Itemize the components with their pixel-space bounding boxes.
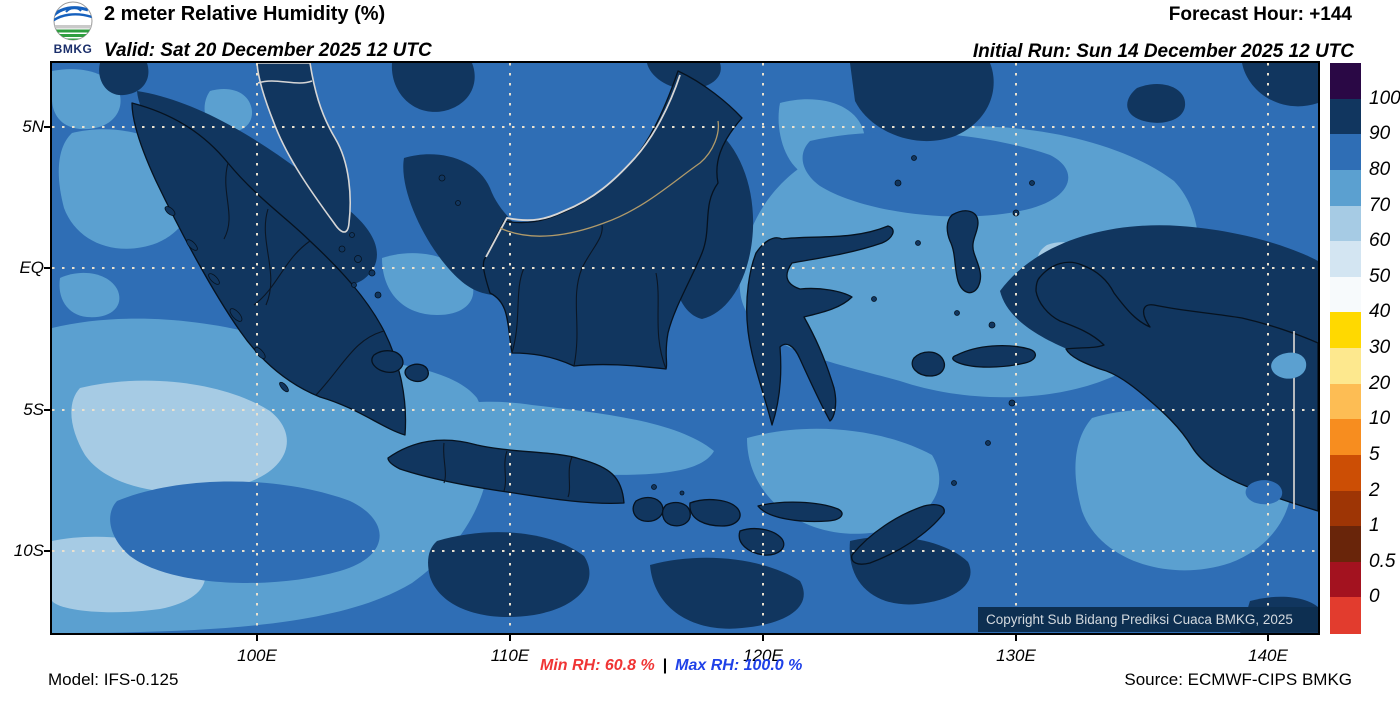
- island-seram: [952, 345, 1036, 368]
- island-bali: [632, 496, 664, 522]
- colorbar-segment: [1330, 134, 1361, 171]
- island-flores: [757, 501, 843, 523]
- model-label: Model: IFS-0.125: [48, 670, 179, 689]
- valid-time-label: Valid: Sat 20 December 2025 12 UTC: [104, 40, 432, 61]
- x-axis-tick: [509, 635, 511, 641]
- island-papua: [1035, 261, 1318, 512]
- island-lombok: [661, 501, 691, 527]
- island-java: [387, 439, 625, 505]
- colorbar-tick-label: 70: [1369, 194, 1391, 216]
- x-axis-tick: [256, 635, 258, 641]
- colorbar-segment: [1330, 490, 1361, 527]
- colorbar-segment: [1330, 561, 1361, 598]
- y-axis-tick-label: EQ: [19, 258, 44, 277]
- colorbar-segment: [1330, 63, 1361, 100]
- x-axis-tick-label: 110E: [490, 646, 530, 665]
- province-borders: [223, 162, 667, 498]
- y-axis-tick-label: 5S: [23, 400, 44, 419]
- colorbar-tick-label: 30: [1369, 337, 1391, 358]
- small-islands: [164, 155, 1035, 496]
- island-sumbawa: [689, 498, 741, 527]
- colorbar-segment: [1330, 205, 1361, 242]
- forecast-hour-label: Forecast Hour: +144: [1168, 4, 1352, 25]
- page-title: 2 meter Relative Humidity (%): [104, 3, 386, 25]
- y-axis-tick-label: 5N: [22, 117, 44, 136]
- island-malay-peninsula: [256, 63, 351, 233]
- colorbar-tick-label: 60: [1369, 230, 1391, 252]
- island-belitung: [404, 363, 429, 383]
- colorbar-segment: [1330, 454, 1361, 491]
- y-axis-tick-label: 10S: [13, 541, 44, 560]
- x-axis-tick: [762, 635, 764, 641]
- max-rh-value: Max RH: 100.0 %: [675, 657, 803, 674]
- x-axis-tick-label: 100E: [237, 646, 277, 665]
- colorbar-segment: [1330, 276, 1361, 313]
- colorbar-segment: [1330, 98, 1361, 135]
- colorbar-segment: [1330, 312, 1361, 349]
- islands: [131, 63, 1318, 565]
- colorbar-segment: [1330, 383, 1361, 420]
- bmkg-logo: [44, 0, 102, 49]
- map-plot-area: [50, 61, 1320, 635]
- colorbar-tick-label: 5: [1369, 443, 1380, 465]
- colorbar-tick-label: 20: [1369, 372, 1391, 394]
- y-axis-tick: [44, 550, 50, 552]
- colorbar-tick-label: 40: [1369, 301, 1391, 323]
- colorbar-segment: [1330, 526, 1361, 563]
- island-bangka: [371, 350, 404, 373]
- colorbar-segment: [1330, 597, 1361, 634]
- colorbar-tick-label: 90: [1369, 123, 1391, 145]
- x-axis-tick-label: 130E: [996, 646, 1036, 665]
- bmkg-logo-icon: [53, 1, 93, 41]
- island-sumatra: [131, 102, 407, 436]
- island-sumba: [738, 528, 785, 556]
- y-axis-tick: [44, 126, 50, 128]
- colorbar-tick-label: 0.5: [1369, 550, 1396, 572]
- copyright-bar: Copyright Sub Bidang Prediksi Cuaca BMKG…: [978, 607, 1318, 632]
- min-max-separator: |: [662, 657, 668, 674]
- bmkg-logo-label: BMKG: [53, 42, 93, 56]
- island-timor: [851, 504, 945, 565]
- sea-pale-patches: [52, 242, 1120, 613]
- island-buru: [911, 351, 945, 377]
- x-axis-tick-label: 140E: [1248, 646, 1288, 665]
- initial-run-label: Initial Run: Sun 14 December 2025 12 UTC: [972, 41, 1354, 62]
- colorbar-segment: [1330, 169, 1361, 206]
- min-rh-value: Min RH: 60.8 %: [540, 657, 655, 674]
- colorbar-tick-label: 0: [1369, 586, 1380, 608]
- humidity-map: [52, 63, 1318, 633]
- colorbar-segment: [1330, 241, 1361, 278]
- colorbar-tick-label: 1: [1369, 515, 1380, 537]
- x-axis-tick: [1267, 635, 1269, 641]
- y-axis-tick: [44, 267, 50, 269]
- x-axis-tick: [1015, 635, 1017, 641]
- source-label: Source: ECMWF-CIPS BMKG: [1124, 670, 1352, 689]
- colorbar-tick-label: 80: [1369, 158, 1391, 180]
- colorbar-tick-label: 10: [1369, 408, 1391, 430]
- colorbar-segment: [1330, 419, 1361, 456]
- min-max-rh: Min RH: 60.8 % | Max RH: 100.0 %: [540, 657, 802, 675]
- island-sulawesi: [746, 225, 894, 426]
- colorbar-tick-label: 50: [1369, 265, 1391, 287]
- colorbar-segment: [1330, 348, 1361, 385]
- papua-inland-patches: [1245, 352, 1307, 505]
- colorbar-tick-label: 2: [1369, 479, 1380, 501]
- gridlines: [52, 63, 1318, 633]
- y-axis-tick: [44, 409, 50, 411]
- island-halmahera: [946, 210, 982, 294]
- colorbar-tick-label: 100: [1369, 87, 1400, 109]
- x-axis-tick-label: 120E: [743, 646, 783, 665]
